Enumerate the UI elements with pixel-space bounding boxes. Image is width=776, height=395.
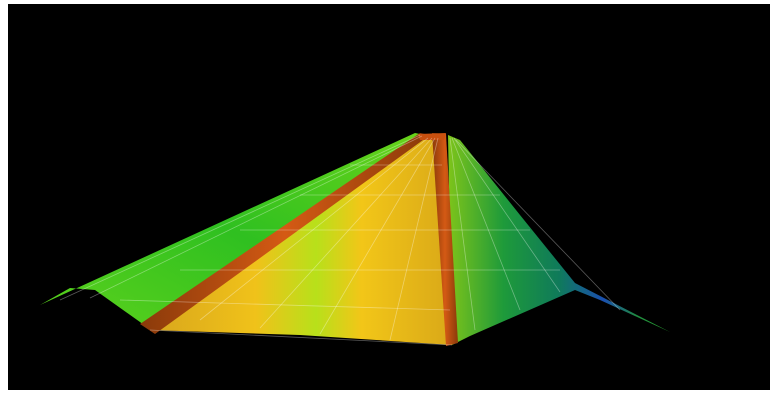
mesh-lines (59, 134, 621, 346)
apex-cap (418, 133, 446, 140)
left-wing-surface (40, 133, 425, 330)
right-wing-surface (448, 135, 670, 345)
center-ridge (432, 133, 458, 346)
center-surface (150, 135, 452, 345)
left-ridge (140, 133, 430, 334)
